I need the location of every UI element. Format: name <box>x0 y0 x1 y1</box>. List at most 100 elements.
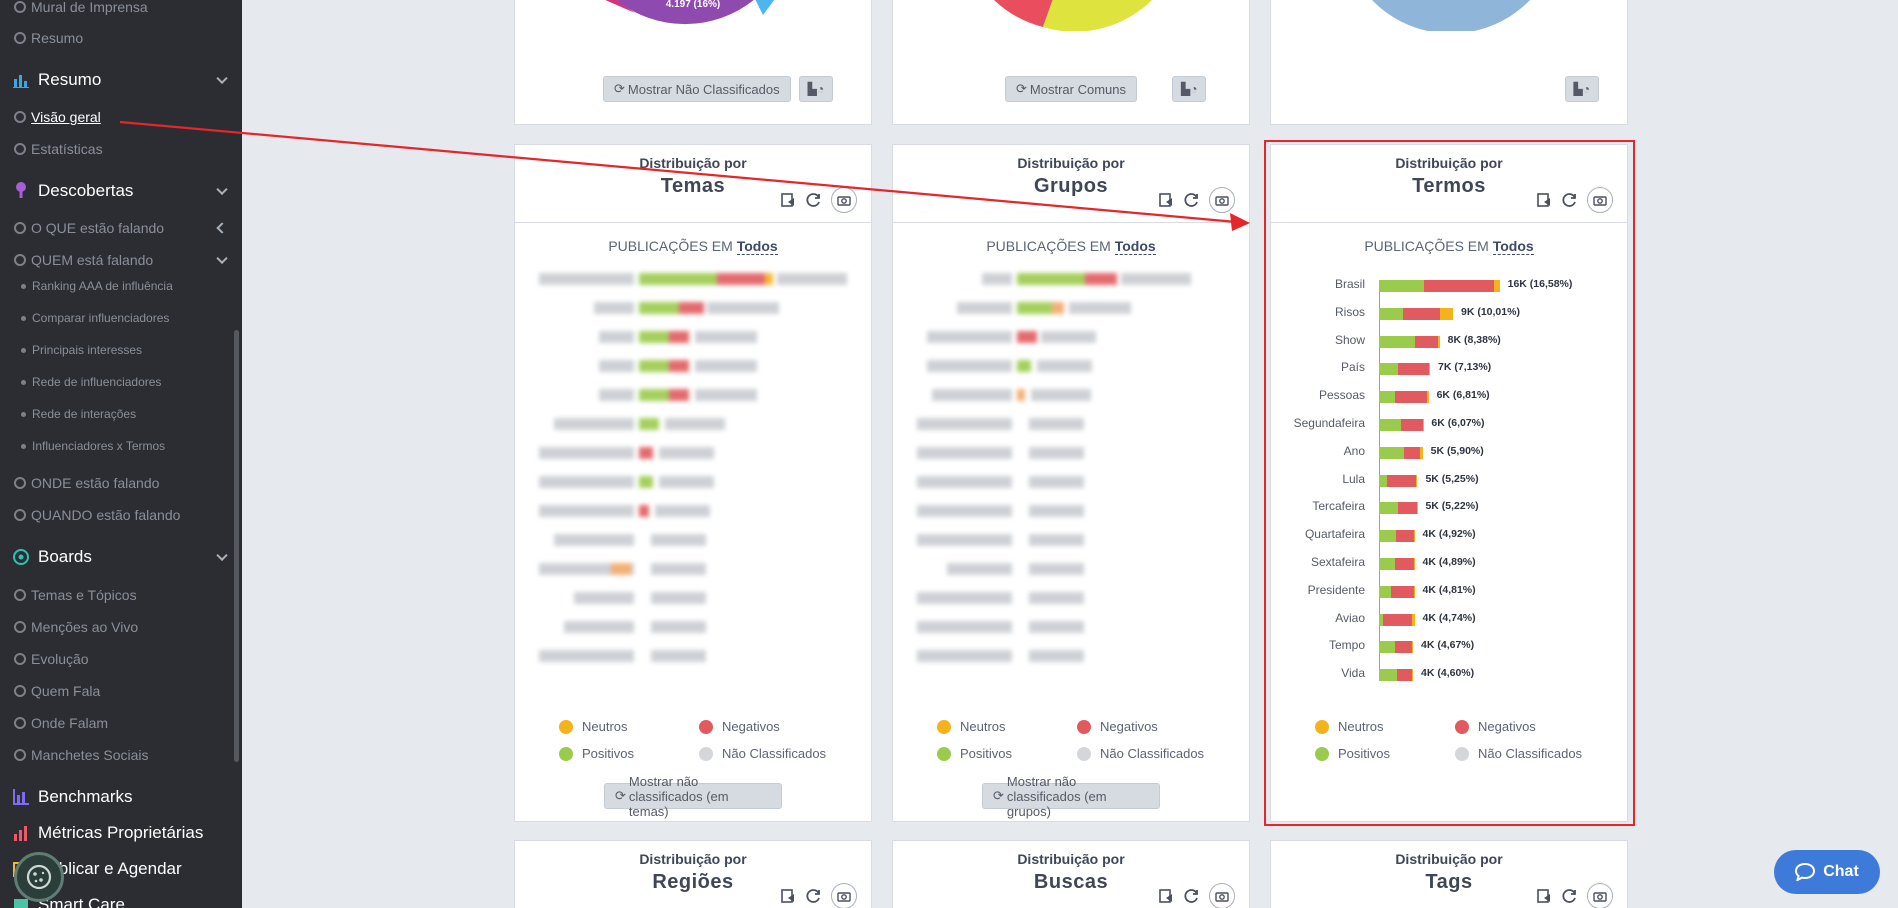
sidebar-section-boards[interactable]: Boards <box>0 542 242 572</box>
camera-icon[interactable] <box>1587 883 1613 908</box>
chart-bar-segment-positivos[interactable] <box>1379 307 1403 320</box>
sidebar-item-resumo-link[interactable]: Resumo <box>0 25 242 51</box>
chart-bar-segment-positivos[interactable] <box>1379 669 1397 682</box>
show-unclassified-grupos-button[interactable]: ⟳ Mostrar não classificados (em grupos) <box>982 774 1160 819</box>
sidebar-item-mural[interactable]: Mural de Imprensa <box>0 0 242 20</box>
refresh-icon[interactable] <box>805 887 823 905</box>
sidebar-item-evolucao[interactable]: Evolução <box>0 646 242 672</box>
filter-link[interactable]: Todos <box>1492 238 1534 255</box>
sidebar-section-resumo[interactable]: Resumo <box>0 65 242 95</box>
chart-bar-segment-negativos[interactable] <box>1401 419 1423 431</box>
chart-bar-segment-positivos[interactable] <box>1379 363 1398 376</box>
sidebar-item-onde-falam[interactable]: Onde Falam <box>0 710 242 736</box>
chart-bar-segment-negativos[interactable] <box>1414 335 1439 348</box>
chart-bar-segment-positivos[interactable] <box>1379 585 1391 598</box>
legend-negativos[interactable]: Negativos <box>1077 719 1158 734</box>
chart-bar[interactable] <box>1379 391 1429 404</box>
camera-icon[interactable] <box>1209 187 1235 213</box>
sidebar-item-onde[interactable]: ONDE estão falando <box>0 470 242 496</box>
chart-bar-segment-negativos[interactable] <box>1396 669 1413 682</box>
sidebar-subitem-ranking[interactable]: Ranking AAA de influência <box>0 273 242 299</box>
sidebar-item-temas-topicos[interactable]: Temas e Tópicos <box>0 582 242 608</box>
chart-bar-segment-negativos[interactable] <box>1390 585 1414 598</box>
chart-bar[interactable] <box>1379 307 1453 320</box>
chart-bar[interactable] <box>1379 669 1414 682</box>
chart-bar[interactable] <box>1379 530 1415 543</box>
export-icon[interactable] <box>779 887 797 905</box>
refresh-icon[interactable] <box>1183 191 1201 209</box>
sidebar-scrollbar[interactable] <box>234 330 239 762</box>
sidebar-section-smart-care[interactable]: Smart Care <box>0 890 242 908</box>
chart-bar-segment-positivos[interactable] <box>1379 391 1396 404</box>
chart-bar-segment-neutros[interactable] <box>1411 613 1415 626</box>
chart-bar-segment-positivos[interactable] <box>1379 335 1415 348</box>
chart-bar[interactable] <box>1379 641 1414 654</box>
sidebar-item-quando[interactable]: QUANDO estão falando <box>0 502 242 528</box>
legend-nao-classificados[interactable]: Não Classificados <box>699 746 826 761</box>
chart-bar-segment-neutros[interactable] <box>1427 391 1429 404</box>
sidebar-item-estatisticas[interactable]: Estatísticas <box>0 136 242 162</box>
refresh-icon[interactable] <box>805 191 823 209</box>
chart-bar-segment-positivos[interactable] <box>1379 280 1425 292</box>
chart-bar-segment-positivos[interactable] <box>1379 419 1402 431</box>
chart-bar-segment-neutros[interactable] <box>1438 335 1440 348</box>
legend-nao-classificados[interactable]: Não Classificados <box>1455 746 1582 761</box>
chart-toggle-button[interactable]: ▙◔ <box>1564 76 1599 102</box>
chart-bar[interactable] <box>1379 335 1440 348</box>
cookie-settings-button[interactable] <box>14 852 64 902</box>
chart-bar-segment-neutros[interactable] <box>1439 307 1453 320</box>
chart-bar-segment-neutros[interactable] <box>1413 558 1415 570</box>
sidebar-item-mencoes[interactable]: Menções ao Vivo <box>0 614 242 640</box>
chart-bar-segment-positivos[interactable] <box>1379 613 1384 626</box>
chart-bar-segment-neutros[interactable] <box>1415 474 1418 487</box>
chart-bar-segment-negativos[interactable] <box>1395 391 1428 404</box>
chart-bar[interactable] <box>1379 446 1423 459</box>
refresh-icon[interactable] <box>1183 887 1201 905</box>
chart-bar[interactable] <box>1379 280 1500 292</box>
legend-nao-classificados[interactable]: Não Classificados <box>1077 746 1204 761</box>
chart-bar-segment-negativos[interactable] <box>1396 530 1414 543</box>
chart-bar-segment-neutros[interactable] <box>1413 530 1415 543</box>
chart-bar-segment-negativos[interactable] <box>1387 474 1416 487</box>
chart-bar-segment-positivos[interactable] <box>1379 530 1397 543</box>
sidebar-subitem-comparar[interactable]: Comparar influenciadores <box>0 305 242 331</box>
legend-neutros[interactable]: Neutros <box>937 719 1006 734</box>
chart-bar-segment-positivos[interactable] <box>1379 502 1398 515</box>
legend-neutros[interactable]: Neutros <box>1315 719 1384 734</box>
chart-bar-segment-neutros[interactable] <box>1412 641 1414 654</box>
chart-bar-segment-positivos[interactable] <box>1379 474 1388 487</box>
filter-link[interactable]: Todos <box>736 238 778 255</box>
legend-negativos[interactable]: Negativos <box>1455 719 1536 734</box>
export-icon[interactable] <box>1535 191 1553 209</box>
camera-icon[interactable] <box>1587 187 1613 213</box>
legend-positivos[interactable]: Positivos <box>1315 746 1390 761</box>
export-icon[interactable] <box>1157 887 1175 905</box>
chart-bar-segment-negativos[interactable] <box>1397 363 1429 376</box>
camera-icon[interactable] <box>831 883 857 908</box>
chart-bar-segment-negativos[interactable] <box>1402 307 1440 320</box>
refresh-icon[interactable] <box>1561 887 1579 905</box>
camera-icon[interactable] <box>1209 883 1235 908</box>
chart-bar-segment-neutros[interactable] <box>1412 669 1414 682</box>
chart-bar-segment-negativos[interactable] <box>1424 280 1494 292</box>
chart-bar-segment-neutros[interactable] <box>1422 419 1424 431</box>
chart-bar-segment-negativos[interactable] <box>1394 641 1413 654</box>
chart-bar-segment-neutros[interactable] <box>1420 446 1423 459</box>
chart-bar-segment-positivos[interactable] <box>1379 558 1396 570</box>
sidebar-item-visao-geral[interactable]: Visão geral <box>0 104 242 130</box>
sidebar-subitem-interesses[interactable]: Principais interesses <box>0 337 242 363</box>
chart-bar-segment-negativos[interactable] <box>1395 558 1414 570</box>
chart-bar[interactable] <box>1379 613 1415 626</box>
chart-bar[interactable] <box>1379 419 1424 431</box>
export-icon[interactable] <box>779 191 797 209</box>
chat-button[interactable]: Chat <box>1774 850 1880 894</box>
legend-negativos[interactable]: Negativos <box>699 719 780 734</box>
chart-toggle-button[interactable]: ▙◔ <box>798 76 834 102</box>
legend-positivos[interactable]: Positivos <box>937 746 1012 761</box>
camera-icon[interactable] <box>831 187 857 213</box>
filter-link[interactable]: Todos <box>1114 238 1156 255</box>
chart-bar[interactable] <box>1379 363 1431 376</box>
chart-bar[interactable] <box>1379 585 1415 598</box>
chart-bar-segment-positivos[interactable] <box>1379 446 1405 459</box>
sidebar-section-descobertas[interactable]: Descobertas <box>0 176 242 206</box>
